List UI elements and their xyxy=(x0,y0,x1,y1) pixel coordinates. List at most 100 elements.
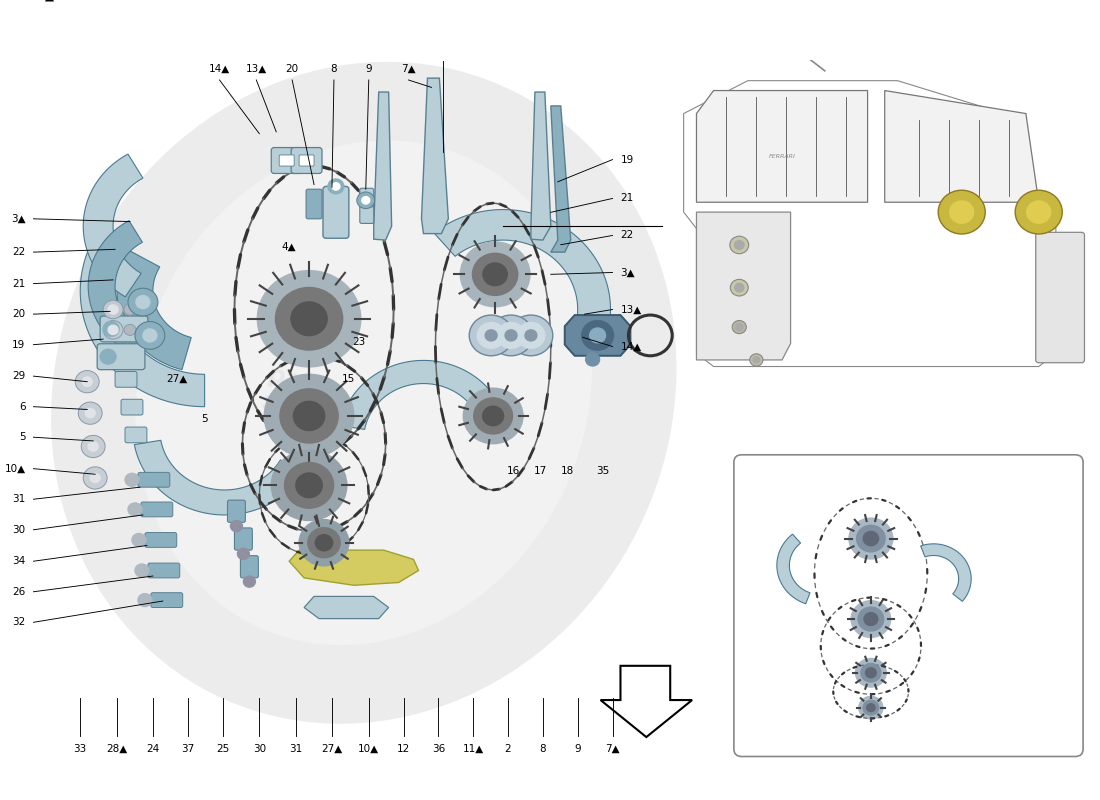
Text: 30: 30 xyxy=(12,525,25,534)
Circle shape xyxy=(938,190,986,234)
Text: 28▲: 28▲ xyxy=(107,744,128,754)
FancyBboxPatch shape xyxy=(734,455,1084,757)
Circle shape xyxy=(1026,201,1050,223)
Polygon shape xyxy=(921,544,971,602)
Circle shape xyxy=(490,315,532,356)
Polygon shape xyxy=(304,596,388,618)
Text: 14▲: 14▲ xyxy=(209,64,230,74)
Circle shape xyxy=(103,321,123,339)
Circle shape xyxy=(474,398,513,434)
Text: 29: 29 xyxy=(12,371,25,381)
Circle shape xyxy=(483,406,504,426)
Polygon shape xyxy=(601,666,692,737)
Circle shape xyxy=(292,302,327,336)
Circle shape xyxy=(505,330,517,341)
Circle shape xyxy=(849,518,893,559)
Text: 8: 8 xyxy=(331,64,338,74)
Circle shape xyxy=(754,357,760,363)
Circle shape xyxy=(135,564,149,577)
Circle shape xyxy=(124,324,136,335)
FancyBboxPatch shape xyxy=(234,528,252,550)
Circle shape xyxy=(100,350,117,364)
Circle shape xyxy=(949,201,974,223)
Circle shape xyxy=(858,607,883,631)
FancyBboxPatch shape xyxy=(241,556,258,578)
Text: oe
parts
since: oe parts since xyxy=(258,335,350,431)
FancyBboxPatch shape xyxy=(125,427,147,442)
FancyBboxPatch shape xyxy=(121,399,143,415)
Text: 22: 22 xyxy=(12,247,25,257)
Text: 7▲: 7▲ xyxy=(605,744,619,754)
Circle shape xyxy=(108,305,118,314)
FancyBboxPatch shape xyxy=(151,593,183,607)
Circle shape xyxy=(296,473,322,498)
Circle shape xyxy=(88,442,98,451)
Circle shape xyxy=(108,326,118,334)
Circle shape xyxy=(243,576,255,587)
Polygon shape xyxy=(80,233,205,406)
Circle shape xyxy=(1015,190,1063,234)
Circle shape xyxy=(750,354,763,366)
Circle shape xyxy=(859,697,883,719)
Text: 14▲: 14▲ xyxy=(620,342,641,351)
Circle shape xyxy=(585,353,600,366)
Polygon shape xyxy=(84,154,143,297)
Circle shape xyxy=(861,663,881,682)
Text: 36: 36 xyxy=(432,744,446,754)
Polygon shape xyxy=(884,90,1038,202)
Circle shape xyxy=(294,402,324,430)
Circle shape xyxy=(78,402,102,424)
Text: 20: 20 xyxy=(12,309,25,319)
Circle shape xyxy=(138,594,152,606)
Circle shape xyxy=(135,322,165,350)
Circle shape xyxy=(84,467,107,489)
Text: 24: 24 xyxy=(146,744,160,754)
Text: 8: 8 xyxy=(540,744,547,754)
Ellipse shape xyxy=(136,141,592,645)
Polygon shape xyxy=(421,78,449,234)
Circle shape xyxy=(125,474,139,486)
Text: 5: 5 xyxy=(19,432,25,442)
Circle shape xyxy=(525,330,537,341)
Circle shape xyxy=(473,254,518,295)
Polygon shape xyxy=(683,81,1056,366)
Text: 18: 18 xyxy=(561,466,574,477)
Circle shape xyxy=(285,462,333,508)
Circle shape xyxy=(231,521,242,532)
Polygon shape xyxy=(340,361,503,430)
FancyBboxPatch shape xyxy=(292,147,322,174)
Text: 20: 20 xyxy=(286,64,299,74)
Text: 3▲: 3▲ xyxy=(11,214,25,224)
Text: 3▲: 3▲ xyxy=(620,267,635,278)
Polygon shape xyxy=(434,210,610,359)
Text: 19: 19 xyxy=(620,154,634,165)
Polygon shape xyxy=(134,440,304,515)
Text: 13▲: 13▲ xyxy=(245,64,267,74)
Circle shape xyxy=(132,534,146,546)
Text: 21: 21 xyxy=(620,194,634,203)
Circle shape xyxy=(103,300,123,318)
Text: 23: 23 xyxy=(352,337,365,347)
Text: 10▲: 10▲ xyxy=(4,464,25,474)
Text: 13▲: 13▲ xyxy=(620,305,641,314)
Text: 9: 9 xyxy=(365,64,372,74)
Circle shape xyxy=(103,322,119,336)
Text: 30: 30 xyxy=(253,744,266,754)
Circle shape xyxy=(238,548,250,559)
Circle shape xyxy=(483,263,507,286)
Text: 32: 32 xyxy=(12,618,25,627)
Circle shape xyxy=(128,503,142,516)
FancyBboxPatch shape xyxy=(147,563,179,578)
Circle shape xyxy=(356,192,375,209)
Circle shape xyxy=(517,322,544,348)
Circle shape xyxy=(75,370,99,393)
Text: 9: 9 xyxy=(574,744,581,754)
FancyBboxPatch shape xyxy=(22,0,103,21)
FancyBboxPatch shape xyxy=(145,533,177,547)
Circle shape xyxy=(463,388,522,444)
Polygon shape xyxy=(696,90,868,202)
Circle shape xyxy=(735,241,744,250)
Circle shape xyxy=(582,321,614,350)
Text: FERRARI: FERRARI xyxy=(769,154,795,158)
Circle shape xyxy=(497,322,525,348)
